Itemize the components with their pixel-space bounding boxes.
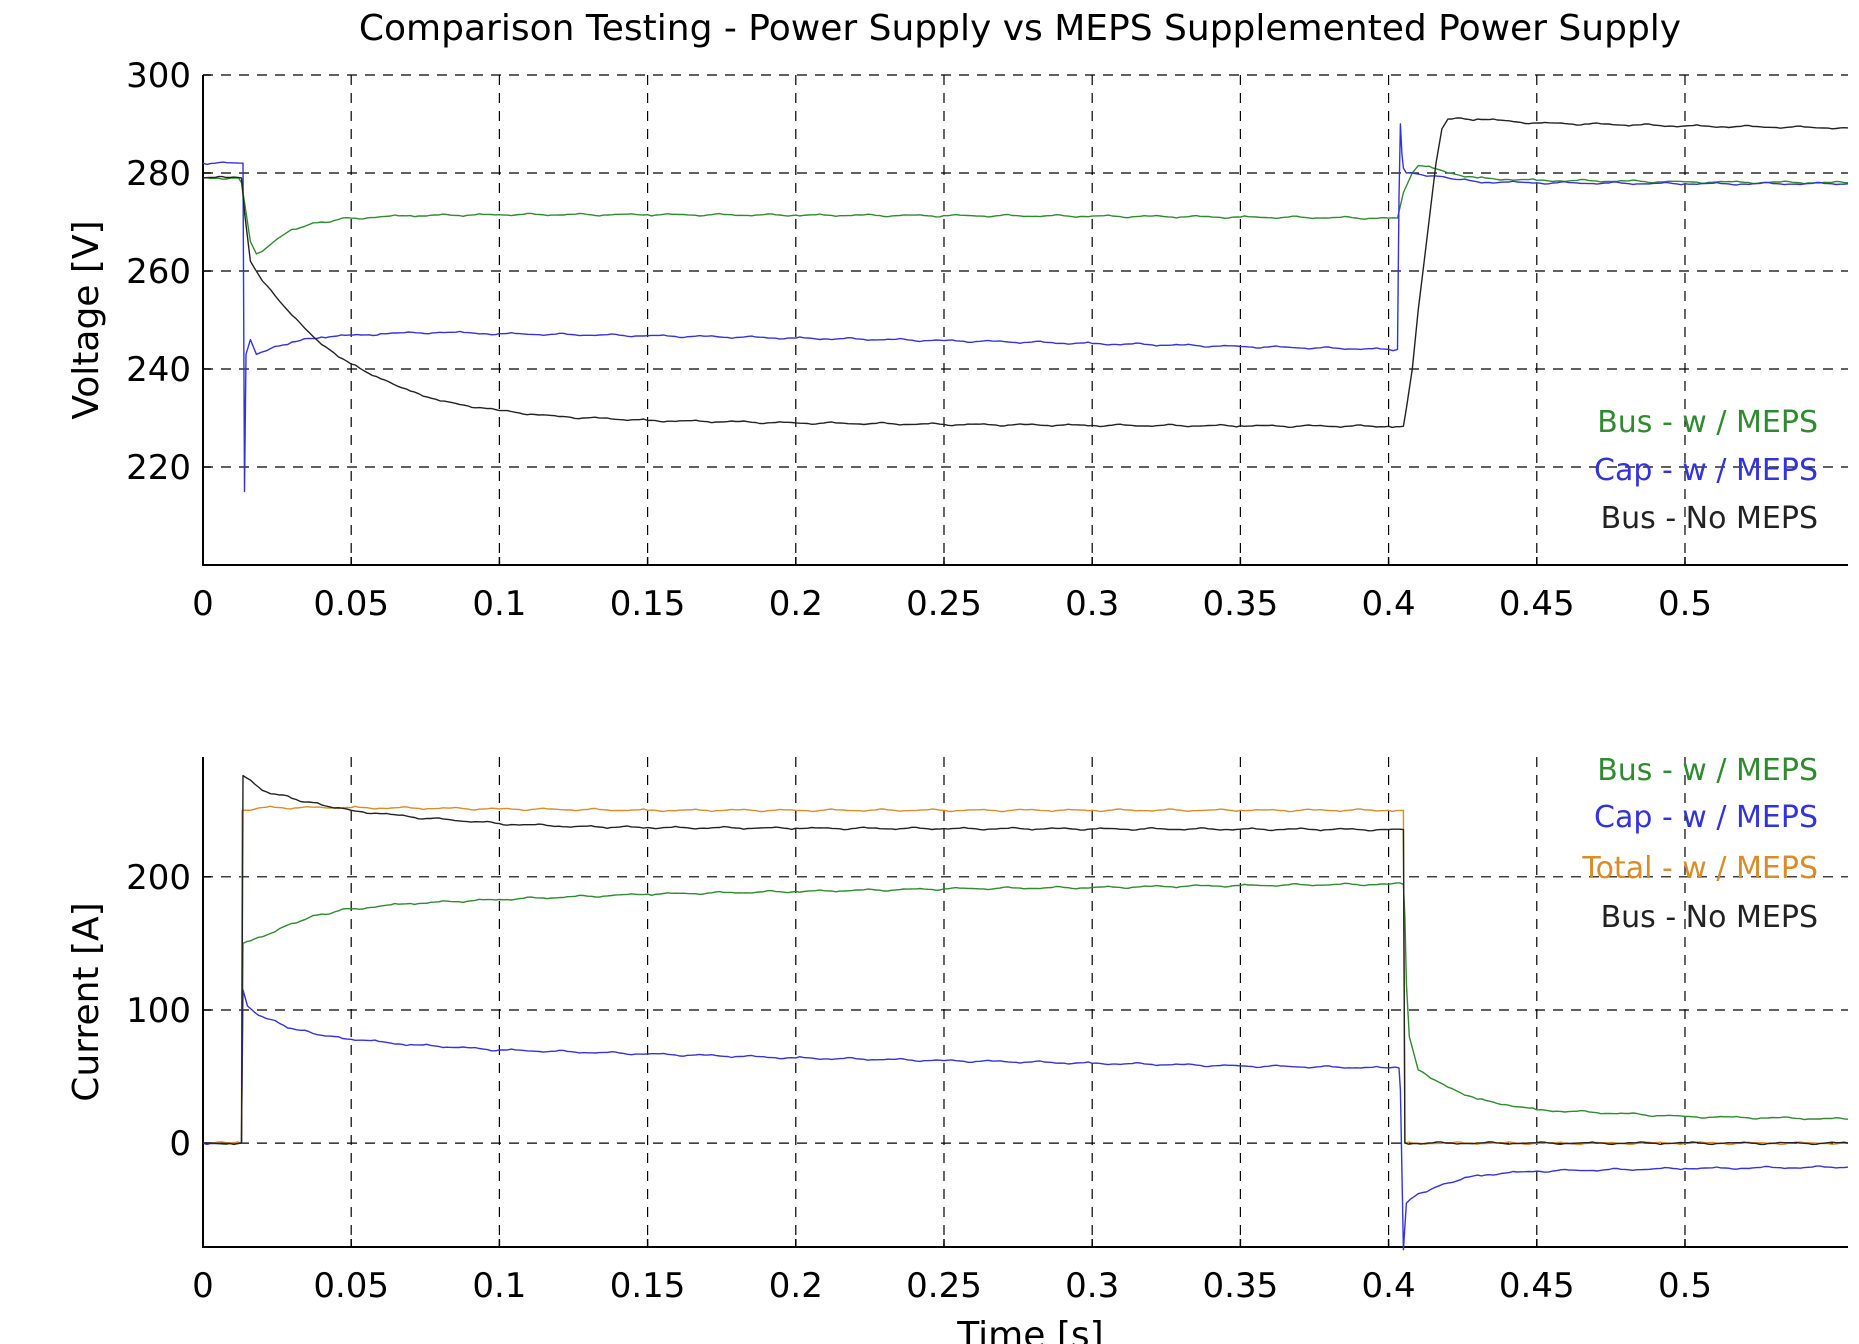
voltage-xtick-label: 0.15 — [610, 584, 686, 624]
voltage-ytick-label: 300 — [126, 56, 191, 96]
current-xtick-label: 0.45 — [1499, 1266, 1575, 1306]
figure-title: Comparison Testing - Power Supply vs MEP… — [359, 8, 1681, 49]
current-ytick-label: 100 — [126, 991, 191, 1031]
current-legend-entry: Total - w / MEPS — [1581, 851, 1818, 886]
current-legend-entry: Cap - w / MEPS — [1594, 800, 1818, 835]
voltage-legend-entry: Bus - No MEPS — [1601, 501, 1818, 536]
voltage-ytick-label: 260 — [126, 252, 191, 292]
voltage-xtick-label: 0.25 — [906, 584, 982, 624]
current-y-axis-label: Current [A] — [66, 902, 107, 1101]
voltage-xtick-label: 0.2 — [769, 584, 823, 624]
current-xtick-label: 0.4 — [1362, 1266, 1416, 1306]
current-xtick-label: 0.35 — [1203, 1266, 1279, 1306]
current-series-line-bus-w-meps — [202, 882, 1849, 1145]
current-xtick-label: 0.2 — [769, 1266, 823, 1306]
voltage-legend-entry: Bus - w / MEPS — [1597, 405, 1818, 440]
current-ytick-label: 0 — [169, 1124, 191, 1164]
current-xtick-label: 0.1 — [472, 1266, 526, 1306]
voltage-ytick-label: 280 — [126, 154, 191, 194]
voltage-xtick-label: 0.5 — [1658, 584, 1712, 624]
current-xtick-label: 0.5 — [1658, 1266, 1712, 1306]
voltage-xtick-label: 0.3 — [1065, 584, 1119, 624]
voltage-panel: 0 0.05 0.1 0.15 0.2 0.25 0.3 0.35 0.4 0.45 0.5 220 2… — [66, 56, 1849, 624]
voltage-series-line-bus-no-meps — [202, 117, 1849, 429]
current-ytick-label: 200 — [126, 858, 191, 898]
voltage-series-line-cap-w-meps — [202, 123, 1849, 493]
voltage-xtick-label: 0.35 — [1203, 584, 1279, 624]
current-legend-entry: Bus - w / MEPS — [1597, 753, 1818, 788]
voltage-xtick-label: 0.45 — [1499, 584, 1575, 624]
current-xtick-label: 0.05 — [313, 1266, 389, 1306]
voltage-legend-entry: Cap - w / MEPS — [1594, 453, 1818, 488]
voltage-xtick-label: 0.05 — [313, 584, 389, 624]
current-xtick-label: 0.25 — [906, 1266, 982, 1306]
current-legend-entry: Bus - No MEPS — [1601, 900, 1818, 935]
current-xtick-label: 0 — [192, 1266, 214, 1306]
voltage-ytick-label: 220 — [126, 448, 191, 488]
voltage-xtick-label: 0.4 — [1362, 584, 1416, 624]
current-series-line-bus-no-meps — [202, 774, 1849, 1146]
current-xtick-label: 0.15 — [610, 1266, 686, 1306]
voltage-y-axis-label: Voltage [V] — [66, 220, 107, 419]
voltage-xtick-label: 0.1 — [472, 584, 526, 624]
current-panel: 0 0.05 0.1 0.15 0.2 0.25 0.3 0.35 0.4 0.45 0.5 0 100… — [66, 753, 1849, 1344]
voltage-ytick-label: 240 — [126, 350, 191, 390]
current-xtick-label: 0.3 — [1065, 1266, 1119, 1306]
voltage-xtick-label: 0 — [192, 584, 214, 624]
voltage-series-line-bus-w-meps — [202, 165, 1849, 255]
current-x-axis-label: Time [s] — [956, 1315, 1103, 1344]
current-series-line-cap-w-meps — [202, 989, 1849, 1251]
